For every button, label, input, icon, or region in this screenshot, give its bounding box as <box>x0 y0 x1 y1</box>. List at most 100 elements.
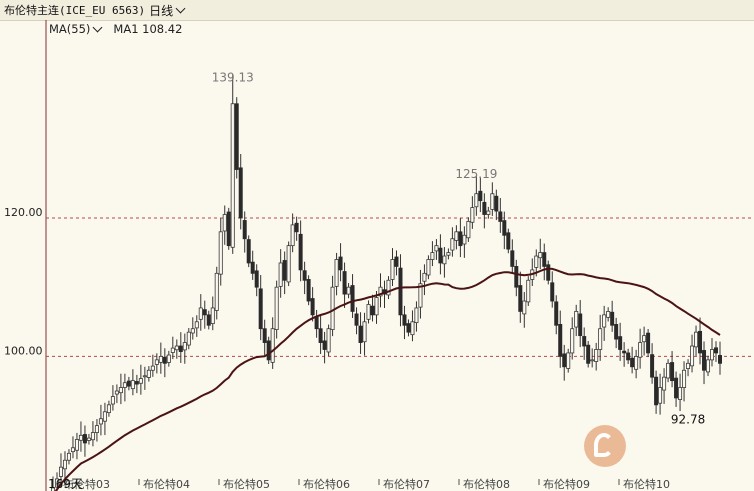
candle-body <box>342 271 347 295</box>
candle-body <box>278 262 283 287</box>
candle-body <box>102 411 107 422</box>
ma-select-label: MA(55) <box>49 22 91 36</box>
candle-body <box>610 311 615 326</box>
x-tick-label: 布伦特09 <box>543 477 590 491</box>
candle-body <box>334 259 339 287</box>
candle-body <box>70 447 75 453</box>
candle-body <box>166 354 171 363</box>
candle-body <box>186 331 191 346</box>
candle-body <box>78 434 83 441</box>
x-tick-label: 布伦特05 <box>223 477 270 491</box>
candle-body <box>438 247 443 264</box>
candle-body <box>194 321 199 329</box>
candle-body <box>430 252 435 260</box>
candle-body <box>158 356 163 363</box>
candle-body <box>594 349 599 362</box>
candle-body <box>326 328 331 353</box>
candle-body <box>714 347 719 354</box>
candle-body <box>414 307 419 324</box>
candle-body <box>174 345 179 351</box>
candle-body <box>566 352 571 369</box>
candle-body <box>642 335 647 343</box>
candle-body <box>618 336 623 350</box>
candle-body <box>126 380 131 387</box>
candle-body <box>646 332 651 354</box>
candle-body <box>666 362 671 379</box>
candle-body <box>498 211 503 222</box>
candle-body <box>198 307 203 320</box>
candle-body <box>702 350 707 371</box>
candle-body <box>122 382 127 388</box>
candle-body <box>638 342 643 358</box>
period-selector[interactable]: 日线 <box>149 2 188 19</box>
candle-body <box>454 231 459 241</box>
price-annotation: 125.19 <box>455 167 497 181</box>
candle-body <box>634 356 639 370</box>
candle-body <box>270 328 275 363</box>
candle-body <box>446 252 451 256</box>
candle-body <box>338 256 343 271</box>
candle-body <box>282 260 287 281</box>
candle-body <box>302 270 307 281</box>
candle-body <box>218 231 223 275</box>
candle-body <box>210 307 215 324</box>
candle-body <box>586 344 591 364</box>
candle-body <box>258 288 263 330</box>
candle-body <box>214 272 219 311</box>
candle-body <box>238 167 243 219</box>
candle-body <box>242 220 247 240</box>
candle-body <box>350 285 355 312</box>
candle-body <box>682 369 687 388</box>
candle-body <box>422 272 427 282</box>
chart-header: 布伦特主连(ICE_EU 6563) 日线 <box>0 0 754 21</box>
candle-body <box>550 282 555 302</box>
candle-body <box>686 362 691 369</box>
candle-body <box>590 359 595 362</box>
candle-body <box>346 286 351 295</box>
candle-body <box>378 286 383 297</box>
candle-body <box>314 316 319 330</box>
y-tick-label: 100.00 <box>4 344 43 357</box>
candle-body <box>562 353 567 368</box>
candle-body <box>262 328 267 343</box>
candle-body <box>82 434 87 444</box>
candle-body <box>626 352 631 361</box>
candle-body <box>246 239 251 264</box>
candle-body <box>554 301 559 326</box>
candle-body <box>366 304 371 320</box>
ma-selector[interactable]: MA(55) <box>49 22 105 36</box>
candle-body <box>606 311 611 318</box>
candle-body <box>118 387 123 394</box>
candle-body <box>538 252 543 259</box>
candle-body <box>318 328 323 343</box>
candle-body <box>482 201 487 215</box>
candle-body <box>162 356 167 364</box>
candle-body <box>678 387 683 400</box>
x-tick-label: 布伦特07 <box>383 477 430 491</box>
candle-body <box>614 324 619 340</box>
candle-body <box>274 286 279 330</box>
candle-body <box>74 439 79 451</box>
candle-body <box>310 298 315 316</box>
candle-body <box>670 362 675 382</box>
candle-body <box>434 245 439 252</box>
candle-body <box>582 336 587 347</box>
candle-body <box>542 252 547 267</box>
candle-body <box>718 355 723 364</box>
candle-body <box>230 103 235 248</box>
candle-body <box>470 207 475 223</box>
price-annotation: 92.78 <box>671 412 705 426</box>
candle-body <box>306 279 311 302</box>
contract-selector[interactable]: 布伦特主连(ICE_EU 6563) <box>4 2 145 18</box>
candle-body <box>622 350 627 354</box>
candle-body <box>182 342 187 351</box>
candle-body <box>506 232 511 250</box>
candle-body <box>466 221 471 239</box>
candle-body <box>426 259 431 276</box>
candle-body <box>690 345 695 367</box>
candle-body <box>202 309 207 316</box>
candle-body <box>254 270 259 288</box>
candle-body <box>298 233 303 271</box>
